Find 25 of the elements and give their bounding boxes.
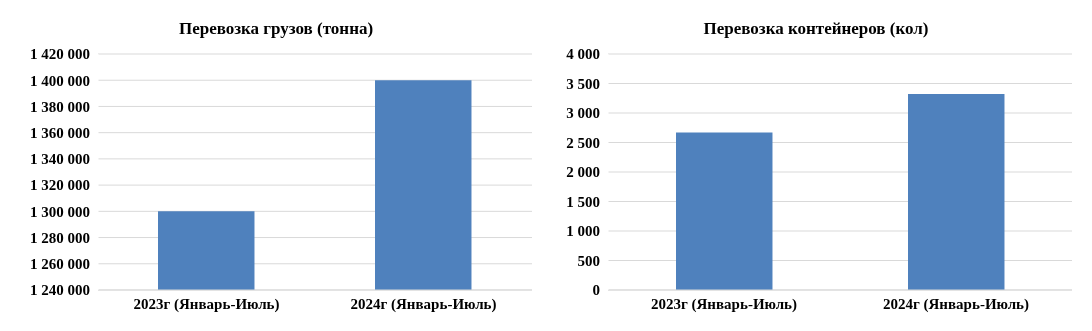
y-tick-label: 1 380 000: [30, 98, 90, 115]
x-tick-label: 2024г (Январь-Июль): [882, 295, 1030, 313]
y-tick-label: 1 500: [566, 193, 600, 210]
y-tick-label: 1 320 000: [30, 177, 90, 194]
y-tick-label: 1 280 000: [30, 229, 90, 246]
y-tick-label: 1 260 000: [30, 256, 90, 273]
y-tick-label: 1 360 000: [30, 124, 90, 141]
chart-title: Перевозка грузов (тонна): [177, 18, 375, 40]
x-tick-label: 2023г (Январь-Июль): [650, 295, 798, 313]
y-tick-label: 4 000: [566, 46, 600, 63]
y-tick-label: 1 420 000: [30, 46, 90, 63]
y-tick-label: 1 240 000: [30, 282, 90, 299]
y-tick-label: 1 300 000: [30, 203, 90, 220]
y-tick-label: 1 000: [566, 223, 600, 240]
y-tick-label: 500: [577, 252, 600, 269]
y-tick-label: 1 400 000: [30, 72, 90, 89]
y-tick-label: 1 340 000: [30, 151, 90, 168]
y-tick-label: 3 500: [566, 75, 600, 92]
chart-title: Перевозка контейнеров (кол): [702, 18, 930, 40]
y-tick-label: 2 000: [566, 164, 600, 181]
x-tick-label: 2023г (Январь-Июль): [133, 295, 280, 313]
y-tick-label: 3 000: [566, 105, 600, 122]
y-tick-label: 0: [592, 282, 600, 299]
x-tick-label: 2024г (Январь-Июль): [350, 295, 497, 313]
y-tick-label: 2 500: [566, 134, 600, 151]
